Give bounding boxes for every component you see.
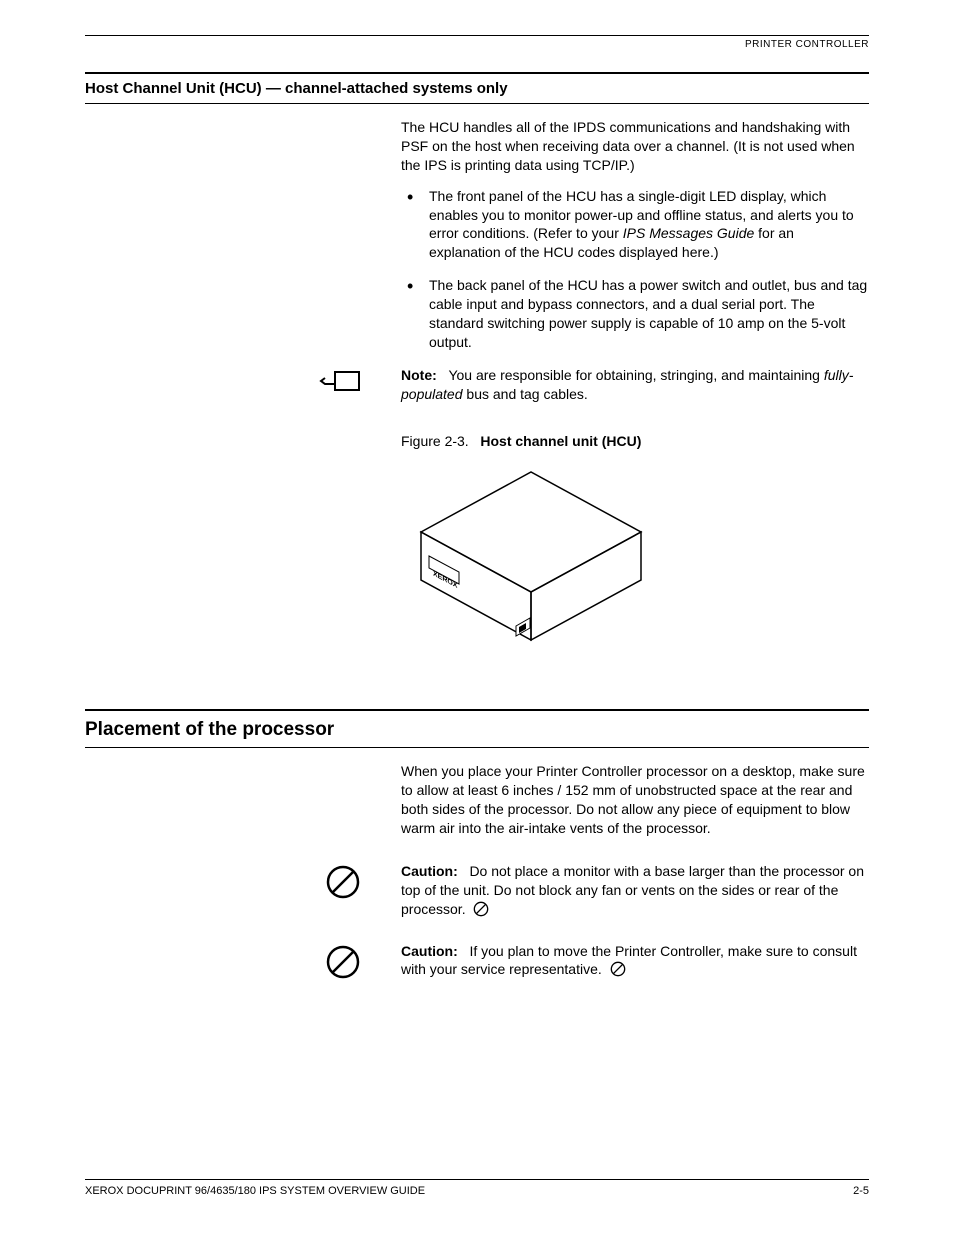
header-label: PRINTER CONTROLLER	[85, 39, 869, 50]
section2-intro: When you place your Printer Controller p…	[401, 762, 869, 838]
bullet-1: The front panel of the HCU has a single-…	[401, 187, 869, 263]
section1-intro: The HCU handles all of the IPDS communic…	[401, 118, 869, 175]
caution2-text: If you plan to move the Printer Controll…	[401, 943, 857, 978]
header-rule	[85, 35, 869, 36]
caution-label-2: Caution:	[401, 943, 458, 959]
pencil-icon	[319, 368, 361, 398]
caution-label-1: Caution:	[401, 863, 458, 879]
prohibit-inline-icon	[610, 961, 626, 982]
note-c: bus and tag cables.	[463, 386, 588, 402]
figure-title: Host channel unit (HCU)	[480, 433, 641, 449]
section1-underline	[85, 103, 869, 104]
footer: XEROX DOCUPRINT 96/4635/180 IPS SYSTEM O…	[85, 1179, 869, 1197]
note-row: Note: You are responsible for obtaining,…	[85, 366, 869, 404]
prohibit-icon	[325, 944, 361, 980]
section1-bullets: The front panel of the HCU has a single-…	[401, 187, 869, 352]
bullet-2: The back panel of the HCU has a power sw…	[401, 276, 869, 352]
prohibit-icon	[325, 864, 361, 900]
note-label: Note:	[401, 367, 437, 383]
section2-heading: Placement of the processor	[85, 709, 869, 741]
section1-heading: Host Channel Unit (HCU) — channel-attach…	[85, 72, 869, 97]
figure-label: Figure 2-3.	[401, 433, 469, 449]
caution1-text: Do not place a monitor with a base large…	[401, 863, 864, 917]
caution1-row: Caution: Do not place a monitor with a b…	[85, 862, 869, 922]
footer-rule	[85, 1179, 869, 1180]
prohibit-inline-icon	[473, 901, 489, 922]
figure-caption: Figure 2-3. Host channel unit (HCU)	[401, 432, 869, 451]
footer-left: XEROX DOCUPRINT 96/4635/180 IPS SYSTEM O…	[85, 1185, 425, 1197]
note-a: You are responsible for obtaining, strin…	[448, 367, 823, 383]
section2-underline	[85, 747, 869, 748]
hcu-figure: XEROX	[401, 460, 869, 675]
bullet1-b: IPS Messages Guide	[623, 225, 755, 241]
footer-right: 2-5	[853, 1185, 869, 1197]
caution2-row: Caution: If you plan to move the Printer…	[85, 942, 869, 983]
